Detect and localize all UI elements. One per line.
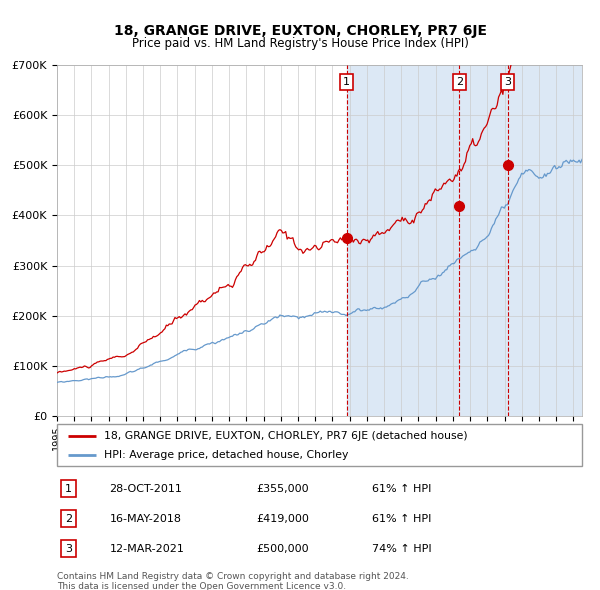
Text: 2: 2 <box>65 514 72 524</box>
Text: 16-MAY-2018: 16-MAY-2018 <box>110 514 182 524</box>
Text: 74% ↑ HPI: 74% ↑ HPI <box>372 544 431 554</box>
Bar <box>347 65 582 416</box>
Text: 1: 1 <box>65 484 72 493</box>
Text: 2: 2 <box>456 77 463 87</box>
Text: £355,000: £355,000 <box>257 484 309 493</box>
Text: 3: 3 <box>65 544 72 554</box>
Text: 1: 1 <box>343 77 350 87</box>
Text: 61% ↑ HPI: 61% ↑ HPI <box>372 484 431 493</box>
Text: 18, GRANGE DRIVE, EUXTON, CHORLEY, PR7 6JE: 18, GRANGE DRIVE, EUXTON, CHORLEY, PR7 6… <box>113 24 487 38</box>
Text: 28-OCT-2011: 28-OCT-2011 <box>110 484 182 493</box>
Text: HPI: Average price, detached house, Chorley: HPI: Average price, detached house, Chor… <box>104 451 349 460</box>
Text: Price paid vs. HM Land Registry's House Price Index (HPI): Price paid vs. HM Land Registry's House … <box>131 37 469 50</box>
Text: Contains HM Land Registry data © Crown copyright and database right 2024.: Contains HM Land Registry data © Crown c… <box>57 572 409 581</box>
Text: £419,000: £419,000 <box>257 514 310 524</box>
Text: 61% ↑ HPI: 61% ↑ HPI <box>372 514 431 524</box>
Text: 18, GRANGE DRIVE, EUXTON, CHORLEY, PR7 6JE (detached house): 18, GRANGE DRIVE, EUXTON, CHORLEY, PR7 6… <box>104 431 468 441</box>
Text: 3: 3 <box>505 77 511 87</box>
FancyBboxPatch shape <box>57 424 582 466</box>
Text: £500,000: £500,000 <box>257 544 309 554</box>
Text: 12-MAR-2021: 12-MAR-2021 <box>110 544 184 554</box>
Text: This data is licensed under the Open Government Licence v3.0.: This data is licensed under the Open Gov… <box>57 582 346 590</box>
